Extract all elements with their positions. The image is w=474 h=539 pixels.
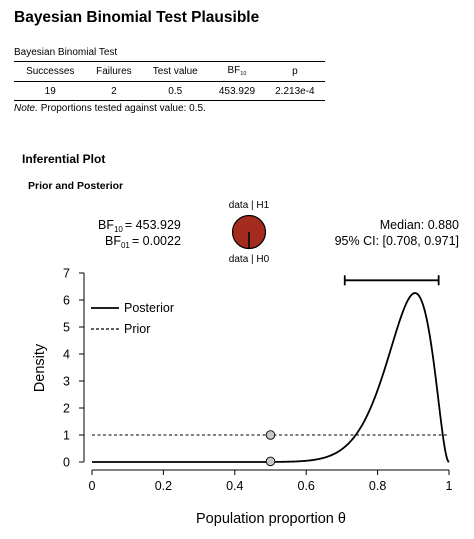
plot-axes	[83, 273, 449, 471]
x-tick-label: 0.2	[155, 479, 172, 493]
table-note: Note. Proportions tested against value: …	[14, 103, 206, 114]
y-tick-label: 3	[63, 375, 70, 389]
note-text: Proportions tested against value: 0.5.	[40, 103, 206, 114]
pie-label-h0: data | H0	[229, 254, 270, 265]
col-header-test-value: Test value	[152, 65, 198, 77]
bf10-text: BF10 = 453.929	[98, 218, 181, 234]
ci-text: 95% CI: [0.708, 0.971]	[335, 234, 459, 248]
cell-test-value: 0.5	[168, 86, 183, 97]
bf-label: BF	[227, 65, 241, 76]
credible-interval-bar	[343, 275, 440, 286]
table-header-row: Successes Failures Test value BF10 p	[14, 61, 325, 82]
col-header-successes: Successes	[26, 65, 75, 77]
cell-successes: 19	[44, 86, 56, 97]
x-tick-label: 1	[446, 479, 453, 493]
x-tick-label: 0.6	[298, 479, 315, 493]
col-header-p: p	[292, 65, 298, 77]
page-title: Bayesian Binomial Test Plausible	[14, 9, 260, 26]
x-axis-label: Population proportion θ	[196, 511, 346, 527]
x-tick-label: 0.8	[369, 479, 386, 493]
plot-subtitle: Prior and Posterior	[28, 180, 124, 192]
col-header-bf: BF10	[209, 62, 265, 82]
prior-point-at-test-value	[265, 430, 276, 440]
posterior-point-at-test-value	[265, 456, 276, 467]
bf01-text: BF01 = 0.0022	[105, 234, 181, 250]
cell-bf: 453.929	[218, 86, 256, 97]
y-axis-label: Density	[32, 343, 48, 392]
x-axis-ticks: 0 0.2 0.4 0.6 0.8 1	[89, 470, 453, 493]
cell-failures: 2	[111, 86, 117, 97]
cell-p: 2.213e-4	[275, 86, 315, 97]
y-tick-label: 4	[63, 348, 70, 362]
note-label: Note.	[14, 103, 38, 114]
x-tick-label: 0	[89, 479, 96, 493]
y-tick-label: 6	[63, 294, 70, 308]
legend-posterior-label: Posterior	[124, 301, 174, 315]
results-table: Successes Failures Test value BF10 p 19 …	[14, 61, 325, 101]
legend-prior-label: Prior	[124, 322, 150, 336]
section-title: Inferential Plot	[22, 152, 106, 166]
table-title: Bayesian Binomial Test	[14, 47, 118, 58]
y-tick-label: 2	[63, 402, 70, 416]
y-tick-label: 7	[63, 267, 70, 281]
pie-label-h1: data | H1	[229, 200, 270, 211]
table-row: 19 2 0.5 453.929 2.213e-4	[14, 82, 325, 101]
y-tick-label: 1	[63, 429, 70, 443]
y-tick-label: 5	[63, 321, 70, 335]
x-tick-label: 0.4	[226, 479, 243, 493]
bf-subscript: 10	[240, 71, 247, 77]
median-text: Median: 0.880	[380, 218, 459, 232]
y-tick-label: 0	[63, 456, 70, 470]
y-axis-ticks: 0 1 2 3 4 5 6 7	[63, 267, 84, 470]
col-header-failures: Failures	[96, 65, 132, 77]
